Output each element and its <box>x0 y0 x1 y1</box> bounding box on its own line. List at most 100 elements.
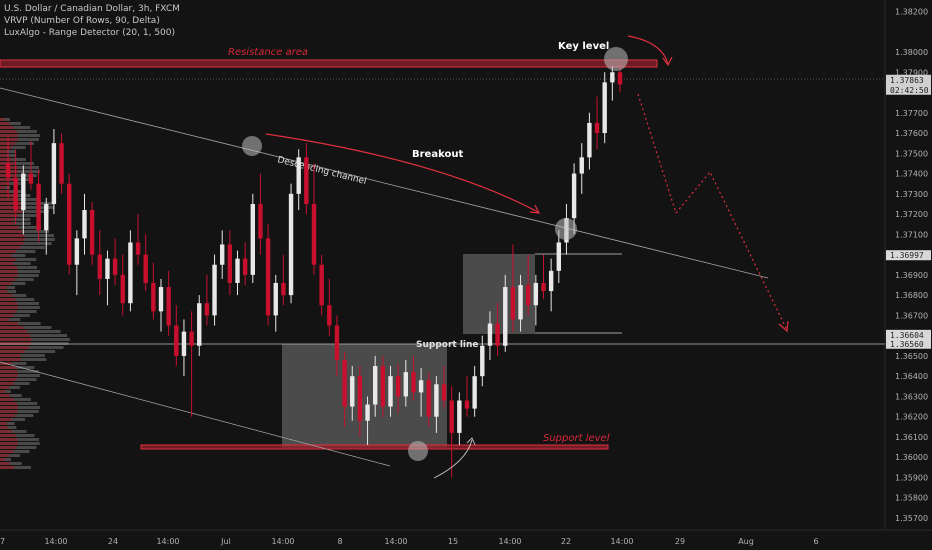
volume-delta-bar <box>0 218 14 221</box>
candle-down <box>189 331 194 346</box>
volume-bar <box>0 462 22 465</box>
volume-delta-bar <box>0 282 12 285</box>
price-tick-label: 1.36200 <box>895 413 928 422</box>
volume-delta-bar <box>0 390 5 393</box>
volume-delta-bar <box>0 354 21 357</box>
volume-bar <box>0 350 56 353</box>
volume-bar <box>0 414 34 417</box>
volume-bar <box>0 162 35 165</box>
candle-down <box>281 282 286 296</box>
volume-delta-bar <box>0 178 14 181</box>
candle-down <box>120 274 125 304</box>
volume-bar <box>0 174 37 177</box>
candle-down <box>143 254 148 283</box>
price-tick-label: 1.35700 <box>895 514 928 523</box>
price-axis[interactable]: 1.38200 1.38000 1.37900 1.37700 1.37600 1.375… <box>895 7 928 523</box>
volume-bar <box>0 294 27 297</box>
candle-down <box>526 285 531 306</box>
volume-bar <box>0 366 35 369</box>
price-tag-box <box>886 338 931 349</box>
candle-down <box>97 254 102 279</box>
candle-down <box>357 376 363 421</box>
candle-down <box>342 359 347 407</box>
volume-bar <box>0 330 61 333</box>
volume-bar <box>0 398 31 401</box>
price-tag-value: 1.36604 <box>890 331 924 340</box>
volume-bar <box>0 158 26 161</box>
breakout-retest-marker <box>555 218 577 240</box>
candle-up <box>350 376 355 407</box>
candle-down <box>380 366 386 407</box>
indicator-range-detector[interactable]: LuxAlgo - Range Detector (20, 1, 500) <box>4 28 176 38</box>
volume-bar <box>0 190 22 193</box>
volume-delta-bar <box>0 442 18 445</box>
price-tick-label: 1.37500 <box>895 149 928 158</box>
volume-bar <box>0 466 31 469</box>
volume-bar <box>0 182 21 185</box>
price-tick-label: 1.36800 <box>895 291 928 300</box>
candle-down <box>59 143 64 184</box>
volume-delta-bar <box>0 262 14 265</box>
volume-delta-bar <box>0 194 14 197</box>
candle-down <box>89 210 95 255</box>
symbol-title[interactable]: U.S. Dollar / Canadian Dollar, 3h, FXCM <box>4 4 180 14</box>
volume-bar <box>0 358 47 361</box>
price-tick-label: 1.36400 <box>895 372 928 381</box>
candle-up <box>548 270 554 292</box>
volume-bar <box>0 346 64 349</box>
support-line-label: Support line <box>416 340 479 350</box>
volume-delta-bar <box>0 358 21 361</box>
volume-bar <box>0 402 38 405</box>
volume-bar <box>0 394 22 397</box>
candle-up <box>480 345 485 377</box>
volume-delta-bar <box>0 406 18 409</box>
candle-up <box>556 242 561 271</box>
candle-up <box>403 372 408 397</box>
volume-bar <box>0 322 41 325</box>
candle-up <box>388 376 393 407</box>
volume-delta-bar <box>0 258 17 261</box>
time-tick-label: 15 <box>448 537 458 546</box>
price-tag-box <box>886 74 931 95</box>
time-tick-label: 24 <box>108 537 118 546</box>
volume-delta-bar <box>0 434 16 437</box>
candle-up <box>21 173 26 211</box>
volume-delta-bar <box>0 122 10 125</box>
volume-bar <box>0 210 49 213</box>
candle-up <box>571 173 577 219</box>
volume-bar <box>0 390 11 393</box>
volume-delta-bar <box>0 338 32 341</box>
candle-up <box>51 143 57 204</box>
price-tick-label: 1.36700 <box>895 311 928 320</box>
volume-delta-bar <box>0 438 18 441</box>
candle-down <box>242 258 248 275</box>
time-axis[interactable]: 7 14:00 24 14:00 Jul 14:00 8 14:00 15 14:00 22 14:0… <box>0 537 819 546</box>
price-tick-label: 1.37600 <box>895 129 928 138</box>
volume-delta-bar <box>0 158 12 161</box>
time-tick-label: 8 <box>337 537 342 546</box>
price-tag-box <box>886 329 931 340</box>
volume-bar <box>0 434 35 437</box>
price-tick-label: 1.37200 <box>895 210 928 219</box>
range-box-left <box>282 344 447 448</box>
support-bounce-arrow-head <box>466 437 476 446</box>
candle-up <box>533 282 539 306</box>
volume-delta-bar <box>0 186 5 189</box>
indicator-vrvp[interactable]: VRVP (Number Of Rows, 90, Delta) <box>4 16 160 26</box>
candle-up <box>434 384 439 417</box>
volume-bar <box>0 446 37 449</box>
candle-down <box>265 238 271 316</box>
volume-bar <box>0 430 27 433</box>
volume-delta-bar <box>0 242 24 245</box>
price-tick-label: 1.37300 <box>895 190 928 199</box>
volume-bar <box>0 382 30 385</box>
volume-bar <box>0 242 52 245</box>
volume-bar <box>0 198 37 201</box>
candle-down <box>411 372 416 393</box>
price-tick-label: 1.38200 <box>895 7 928 16</box>
candle-down <box>617 72 623 85</box>
candle-down <box>28 173 34 184</box>
swing-high-marker <box>242 136 262 156</box>
